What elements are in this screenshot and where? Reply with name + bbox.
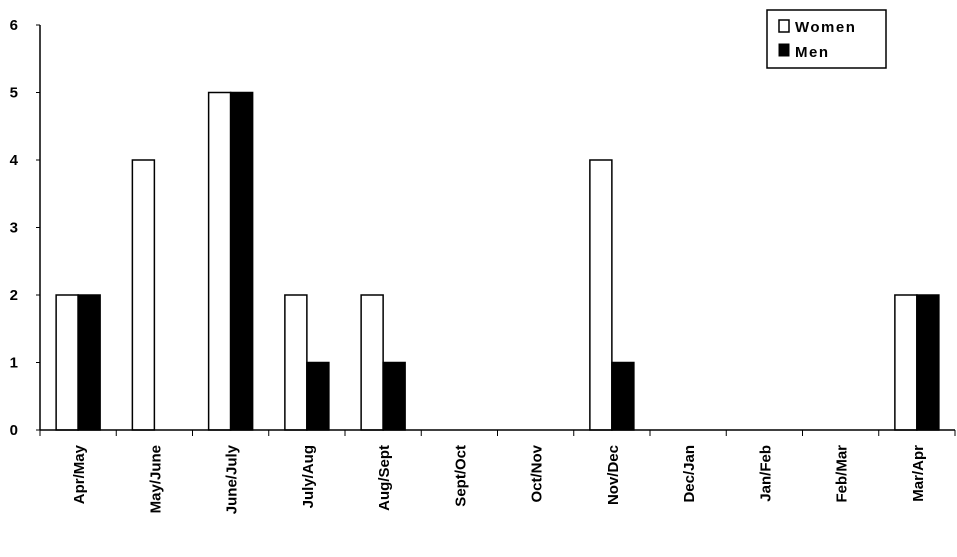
y-tick-label: 0: [10, 422, 18, 439]
bar-women-june-july: [207, 91, 232, 431]
bar-women-mar-apr: [894, 294, 918, 431]
x-tick-label: June/July: [224, 444, 241, 514]
bar-men-apr-may: [77, 294, 101, 431]
bar-women-july-aug: [284, 294, 308, 431]
x-tick-label: Oct/Nov: [529, 444, 546, 502]
x-tick-label: Aug/Sept: [376, 445, 393, 511]
bar-men-july-aug: [306, 361, 330, 431]
y-tick-label: 1: [10, 355, 18, 372]
x-tick-label: Nov/Dec: [605, 445, 622, 505]
x-tick-label: Dec/Jan: [681, 445, 698, 503]
x-tick-label: Sept/Oct: [452, 445, 469, 507]
bar-women-may-june: [131, 159, 156, 431]
y-tick-label: 3: [10, 220, 18, 237]
x-tick-label: Feb/Mar: [834, 445, 851, 503]
legend-label-men: Men: [795, 44, 830, 61]
bar-men-nov-dec: [611, 361, 635, 431]
bar-women-nov-dec: [589, 159, 613, 431]
bar-women-apr-may: [55, 294, 79, 431]
x-tick-label: May/June: [147, 445, 164, 513]
bar-men-aug-sept: [382, 361, 406, 431]
y-tick-label: 5: [10, 85, 18, 102]
bar-men-mar-apr: [916, 294, 940, 431]
x-tick-label: Jan/Feb: [757, 445, 774, 502]
y-tick-label: 6: [10, 17, 18, 34]
bar-men-june-july: [229, 91, 254, 431]
legend-swatch-women: [778, 19, 790, 33]
x-tick-label: July/Aug: [300, 445, 317, 508]
x-tick-label: Apr/May: [71, 444, 88, 504]
x-tick-label: Mar/Apr: [910, 445, 927, 502]
legend-label-women: Women: [795, 19, 856, 36]
bar-women-aug-sept: [360, 294, 384, 431]
y-tick-label: 2: [10, 287, 18, 304]
y-tick-label: 4: [10, 152, 19, 169]
legend: Women Men: [766, 9, 887, 69]
legend-swatch-men: [778, 43, 790, 57]
